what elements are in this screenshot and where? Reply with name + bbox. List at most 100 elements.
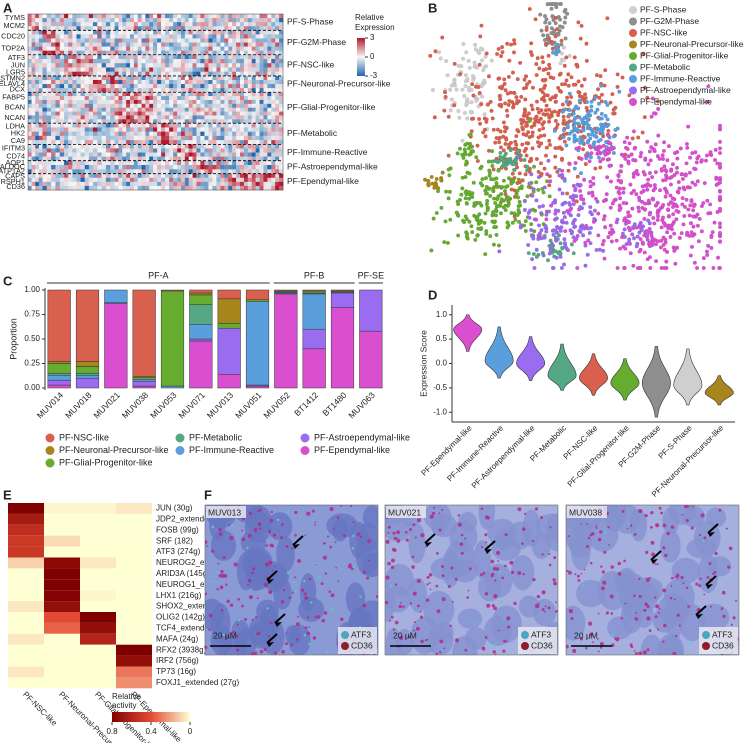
heatmap-cell [76, 160, 81, 166]
heatmap-cell [126, 46, 131, 51]
heatmap-cell [141, 115, 146, 120]
heatmap-cell [177, 26, 182, 31]
heatmap-cell [149, 123, 154, 128]
tsne-point [602, 256, 607, 261]
heatmap-cell [212, 92, 217, 97]
heatmap-cell [76, 46, 81, 51]
tsne-point [448, 217, 453, 222]
heatmap-cell [137, 107, 142, 112]
tsne-point [565, 191, 570, 196]
heatmap-cell [196, 96, 201, 101]
heatmap-cell [88, 99, 94, 105]
heatmap-cell [133, 30, 138, 35]
violin [579, 353, 608, 396]
heatmap-cell [145, 99, 150, 105]
activity-cell [80, 666, 116, 678]
legend-label: PF-Astroependymal-like [314, 432, 410, 442]
heatmap-cell [208, 18, 213, 23]
heatmap-cell [35, 84, 40, 89]
heatmap-cell [157, 71, 162, 77]
heatmap-cell [59, 119, 65, 124]
heatmap-cell [149, 99, 154, 105]
heatmap-cell [271, 54, 276, 60]
heatmap-cell [126, 181, 131, 187]
heatmap-cell [275, 119, 280, 124]
heatmap-cell [267, 50, 272, 56]
heatmap-cell [122, 144, 127, 149]
heatmap-cell [275, 185, 280, 191]
colorbar-tick-label: 0 [188, 727, 193, 736]
heatmap-cell [247, 50, 253, 56]
heatmap-cell [204, 148, 209, 153]
heatmap-cell [169, 75, 174, 81]
heatmap-cell [251, 103, 256, 109]
cd36-dot [297, 616, 300, 618]
tsne-point [555, 237, 560, 242]
tsne-point [635, 172, 640, 177]
heatmap-cell [200, 84, 205, 89]
heatmap-cell [255, 38, 260, 43]
heatmap-cell [220, 169, 225, 175]
heatmap-cell [263, 144, 268, 149]
tsne-point [496, 168, 501, 173]
tsne-point [475, 65, 480, 70]
heatmap-cell [105, 140, 111, 145]
tsne-point [567, 91, 572, 96]
heatmap-cell [80, 111, 86, 116]
tsne-point [479, 203, 484, 208]
heatmap-cell [130, 127, 135, 132]
heatmap-cell [247, 115, 253, 120]
heatmap-cell [224, 173, 229, 179]
heatmap-cell [42, 111, 48, 116]
heatmap-cell [220, 111, 225, 116]
heatmap-cell [255, 14, 260, 19]
gene-label: CDC20 [1, 31, 25, 40]
heatmap-cell [72, 80, 77, 85]
heatmap-cell [76, 67, 81, 72]
heatmap-cell [239, 14, 245, 19]
heatmap-cell [72, 42, 77, 47]
heatmap-cell [236, 144, 241, 149]
heatmap-cell [153, 107, 158, 112]
heatmap-cell [165, 131, 170, 137]
tsne-point [504, 108, 509, 113]
heatmap-cell [101, 156, 107, 161]
heatmap-cell [184, 34, 189, 39]
heatmap-cell [38, 115, 43, 120]
tsne-point [531, 236, 536, 241]
cd36-dot [330, 593, 335, 598]
tsne-point [622, 140, 627, 145]
heatmap-cell [64, 140, 69, 145]
heatmap-cell [196, 144, 201, 149]
heatmap-cell [51, 88, 56, 93]
heatmap-cell [35, 123, 40, 128]
heatmap-cell [68, 96, 73, 101]
heatmap-cell [279, 119, 284, 124]
heatmap-cell [224, 22, 229, 27]
tsne-point [480, 58, 485, 63]
heatmap-cell [161, 181, 166, 187]
tsne-point [686, 207, 691, 212]
heatmap-cell [101, 71, 107, 77]
cd36-dot [297, 558, 301, 563]
cd36-dot [350, 505, 353, 507]
tsne-point [534, 62, 539, 67]
heatmap-cell [192, 75, 197, 81]
tsne-point [463, 73, 468, 78]
heatmap-cell [161, 131, 166, 137]
heatmap-cell [184, 152, 189, 157]
heatmap-cell [165, 54, 170, 60]
heatmap-cell [243, 50, 249, 56]
heatmap-cell [192, 42, 197, 47]
heatmap-cell [97, 30, 102, 35]
heatmap-cell [126, 107, 131, 112]
heatmap-cell [84, 156, 90, 161]
heatmap-cell [192, 173, 197, 179]
heatmap-cell [263, 63, 268, 68]
heatmap-cell [259, 67, 264, 72]
tsne-point [588, 136, 593, 141]
heatmap-cell [141, 18, 146, 23]
heatmap-cell [188, 50, 193, 56]
tsne-point [650, 175, 655, 180]
heatmap-cell [279, 14, 284, 19]
